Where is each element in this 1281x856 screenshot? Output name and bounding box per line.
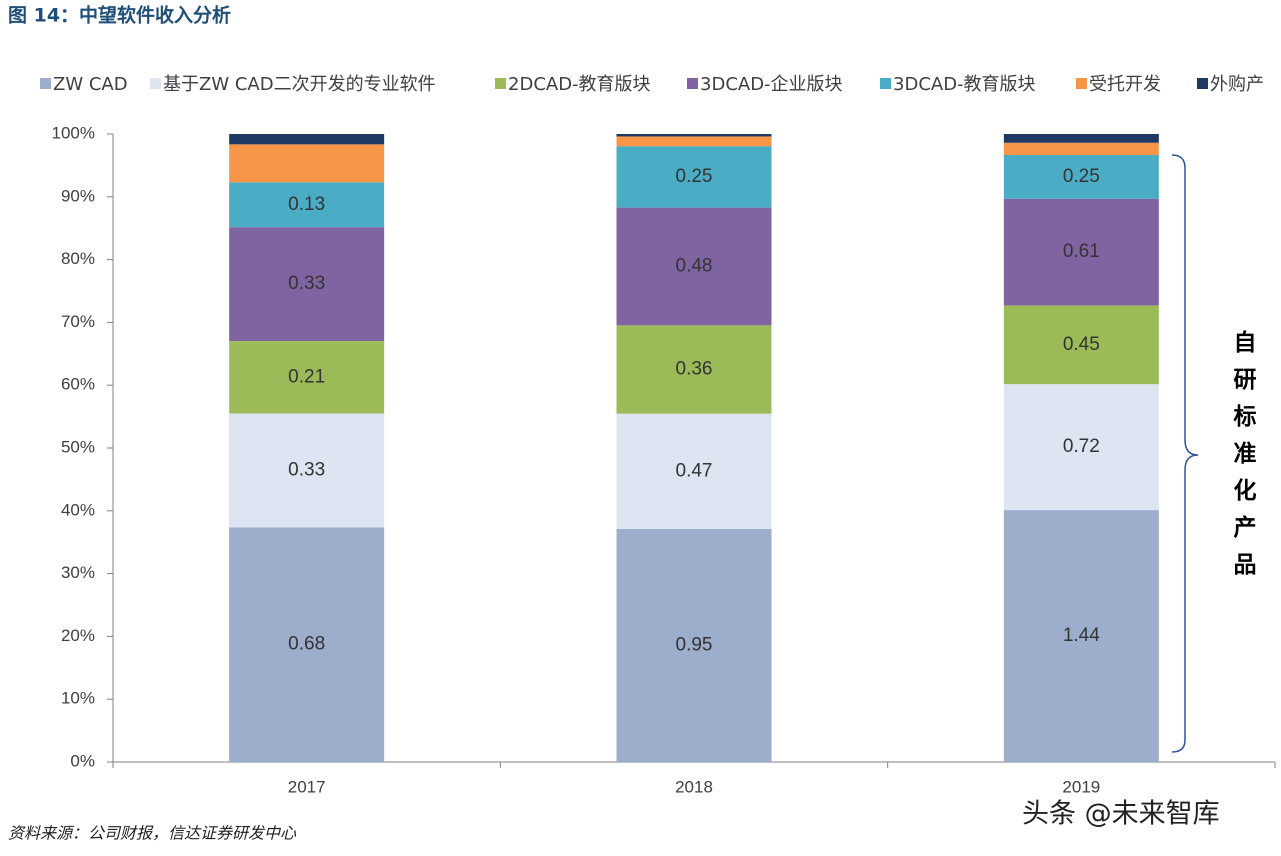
y-tick-label: 10% <box>61 689 95 708</box>
source: 资料来源：公司财报，信达证券研发中心 <box>8 824 297 843</box>
legend-label: ZW CAD <box>53 74 128 95</box>
bar-segment <box>616 207 772 326</box>
bar-segment <box>1003 198 1159 306</box>
bar-segment <box>616 136 772 147</box>
bar-segment <box>229 134 385 145</box>
bar-segment <box>1003 134 1159 143</box>
bar-segment <box>229 227 385 342</box>
bar-segment <box>229 413 385 528</box>
data-label: 1.44 <box>1063 625 1100 646</box>
legend-swatch <box>150 78 161 89</box>
data-label: 0.33 <box>288 459 325 480</box>
data-label: 0.25 <box>676 166 713 187</box>
bar-segment <box>1003 384 1159 511</box>
data-label: 0.45 <box>1063 334 1100 355</box>
legend-label: 外购产 <box>1210 74 1264 95</box>
y-tick-label: 0% <box>70 751 95 770</box>
bar-segment <box>1003 305 1159 385</box>
data-label: 0.25 <box>1063 166 1100 187</box>
data-label: 0.21 <box>288 366 325 387</box>
bar-segment <box>229 341 385 414</box>
legend-swatch <box>1197 78 1208 89</box>
bar-segment <box>616 325 772 414</box>
y-tick-label: 20% <box>61 626 95 645</box>
bar-segment <box>1003 154 1159 199</box>
data-label: 0.68 <box>288 634 325 655</box>
legend-swatch <box>40 78 51 89</box>
y-tick-label: 80% <box>61 249 95 268</box>
legend-label: 2DCAD-教育版块 <box>508 74 651 95</box>
legend-swatch <box>495 78 506 89</box>
y-tick-label: 50% <box>61 437 95 456</box>
legend-swatch <box>1076 78 1087 89</box>
y-tick-label: 60% <box>61 375 95 394</box>
watermark: 头条 @未来智库 <box>1022 799 1220 830</box>
bar-segment <box>616 528 772 762</box>
bar-segment <box>1003 142 1159 155</box>
bar-segment <box>616 413 772 529</box>
data-label: 0.48 <box>676 255 713 276</box>
data-label: 0.36 <box>676 359 713 380</box>
legend-label: 3DCAD-教育版块 <box>893 74 1036 95</box>
bar-segment <box>616 146 772 208</box>
bar-segment <box>229 527 385 762</box>
bar-segment <box>229 182 385 228</box>
annotation: 自研标准化产品 <box>1229 329 1257 589</box>
bar-segment <box>229 144 385 183</box>
y-tick-label: 30% <box>61 563 95 582</box>
bracket <box>1171 154 1199 753</box>
x-tick-label: 2018 <box>675 777 713 796</box>
legend-label: 基于ZW CAD二次开发的专业软件 <box>163 74 436 95</box>
legend-label: 受托开发 <box>1089 74 1161 95</box>
chart-title: 图 14：中望软件收入分析 <box>8 4 231 27</box>
y-tick-label: 90% <box>61 186 95 205</box>
data-label: 0.95 <box>676 634 713 655</box>
y-tick-label: 40% <box>61 500 95 519</box>
y-tick-label: 100% <box>52 123 95 142</box>
data-label: 0.61 <box>1063 241 1100 262</box>
bar-segment <box>616 134 772 137</box>
data-label: 0.47 <box>676 460 713 481</box>
legend-swatch <box>687 78 698 89</box>
legend-label: 3DCAD-企业版块 <box>700 74 843 95</box>
x-tick-label: 2019 <box>1062 777 1100 796</box>
legend-swatch <box>880 78 891 89</box>
x-tick-label: 2017 <box>288 777 326 796</box>
data-label: 0.72 <box>1063 436 1100 457</box>
data-label: 0.33 <box>288 273 325 294</box>
bar-segment <box>1003 510 1159 762</box>
y-tick-label: 70% <box>61 312 95 331</box>
data-label: 0.13 <box>288 194 325 215</box>
